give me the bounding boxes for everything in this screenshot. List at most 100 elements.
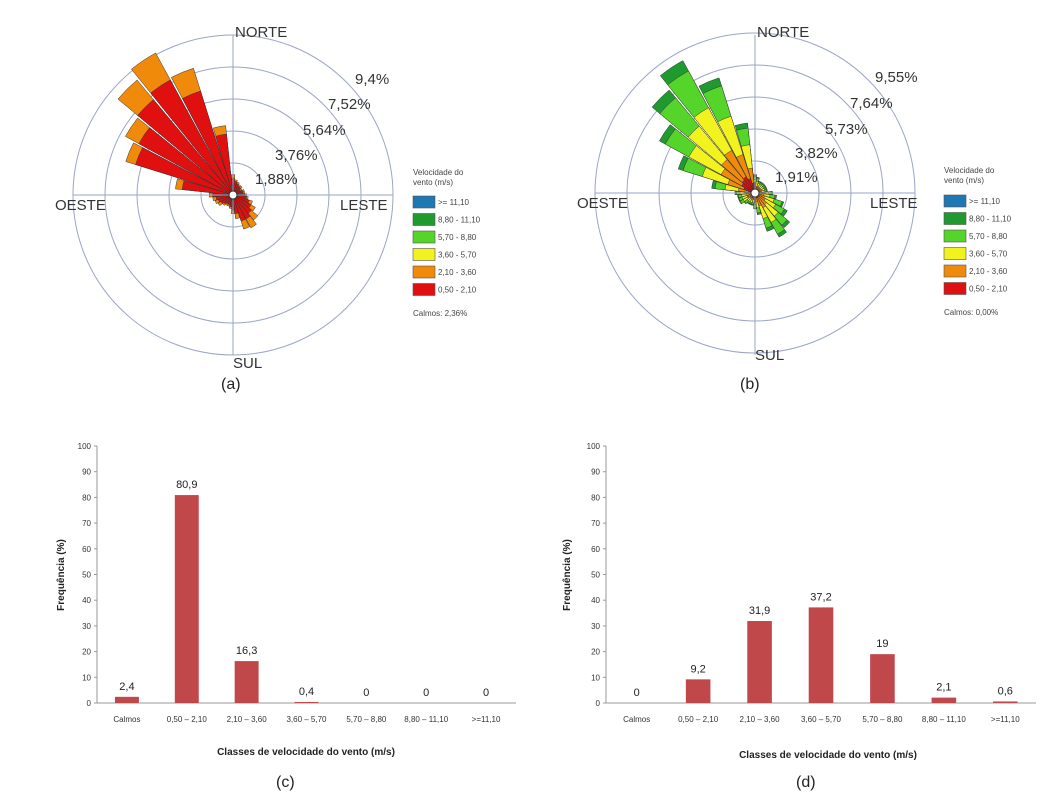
bar-d-bar-4 bbox=[870, 654, 895, 703]
bar-d-ytick-4: 40 bbox=[591, 596, 600, 605]
rose-b-west-label: OESTE bbox=[577, 195, 628, 212]
bar-d-value-label-5: 2,1 bbox=[936, 682, 951, 694]
bar-c-bar-3 bbox=[294, 701, 319, 703]
bar-c-category-3: 3,60 – 5,70 bbox=[286, 715, 327, 724]
bar-c-value-label-6: 0 bbox=[483, 687, 489, 699]
bar-d-category-5: 8,80 – 11,10 bbox=[922, 715, 966, 724]
rose-b-legend-items: >= 11,10 8,80 - 11,10 5,70 - 8,80 3,60 - 5,… bbox=[943, 194, 1012, 295]
rose-a-petal-15-band-0 bbox=[232, 194, 239, 214]
bar-c-ytick-7: 70 bbox=[82, 519, 91, 528]
rose-a-petal-12-band-0 bbox=[232, 194, 252, 214]
rose-a-south-label: SUL bbox=[233, 355, 262, 372]
rose-a-east-label: LESTE bbox=[340, 197, 388, 214]
bar-c-ytick-10: 100 bbox=[78, 442, 92, 451]
bar-d-ytick-5: 50 bbox=[591, 571, 600, 580]
bar-c-bars: 2,4 Calmos 80,9 0,50 – 2,10 16,3 2,10 – 3,60 0… bbox=[113, 479, 501, 724]
panel-a-label: (a) bbox=[221, 376, 241, 393]
bar-d-ytick-0: 0 bbox=[596, 699, 601, 708]
rose-a-petals bbox=[117, 52, 259, 230]
rose-b-petal-29-band-0 bbox=[743, 176, 756, 194]
bar-d-value-label-3: 37,2 bbox=[810, 591, 831, 603]
bar-c-category-4: 5,70 – 8,80 bbox=[346, 715, 387, 724]
rose-a-petal-28-band-0 bbox=[137, 99, 234, 196]
bar-c-value-label-0: 2,4 bbox=[119, 681, 134, 693]
bar-d-bar-2 bbox=[747, 621, 772, 703]
rose-a-legend: Velocidade do vento (m/s) >= 11,10 8,80 -… bbox=[412, 168, 481, 318]
rose-a-petal-13-band-0 bbox=[232, 194, 251, 220]
rose-a-west-label: OESTE bbox=[55, 197, 106, 214]
rose-b-center bbox=[750, 188, 760, 198]
bar-c-value-label-1: 80,9 bbox=[176, 479, 197, 491]
rose-b-legend-swatch-2 bbox=[943, 229, 967, 243]
bar-d-bar-5 bbox=[931, 697, 957, 703]
rose-b-east-label: LESTE bbox=[870, 195, 918, 212]
rose-b-legend-label-2: 5,70 - 8,80 bbox=[969, 232, 1008, 241]
rose-a-center bbox=[228, 190, 238, 200]
rose-a-legend-label-5: 0,50 - 2,10 bbox=[438, 286, 477, 295]
bar-c-ytick-0: 0 bbox=[87, 699, 92, 708]
rose-a-north-label: NORTE bbox=[235, 24, 287, 41]
bar-d-value-label-4: 19 bbox=[876, 638, 888, 650]
bar-c-category-5: 8,80 – 11,10 bbox=[404, 715, 448, 724]
rose-a-legend-swatch-0 bbox=[412, 195, 436, 209]
bar-d-bar-1 bbox=[685, 679, 711, 703]
rose-a-ring-label-3: 5,64% bbox=[303, 122, 346, 139]
rose-a-petal-26-band-0 bbox=[135, 147, 234, 196]
bar-c-ytick-4: 40 bbox=[82, 596, 91, 605]
rose-b-north-label: NORTE bbox=[757, 24, 809, 41]
bar-c-category-2: 2,10 – 3,60 bbox=[227, 715, 268, 724]
bar-c-category-0: Calmos bbox=[113, 715, 140, 724]
rose-a-legend-label-2: 5,70 - 8,80 bbox=[438, 233, 477, 242]
bar-d-value-label-2: 31,9 bbox=[749, 605, 770, 617]
rose-b-legend-label-0: >= 11,10 bbox=[969, 197, 1001, 206]
bar-d-ytick-9: 90 bbox=[591, 468, 600, 477]
rose-b-legend: Velocidade do vento (m/s) >= 11,10 8,80 -… bbox=[943, 166, 1012, 317]
rose-b-legend-swatch-1 bbox=[943, 212, 967, 225]
rose-b-ring-label-4: 7,64% bbox=[850, 95, 893, 112]
bar-chart-c: 0 10 20 30 40 50 60 70 80 90 100 2,4 Calmos 80,9 0,50… bbox=[56, 442, 516, 791]
bar-d-ytick-8: 80 bbox=[591, 493, 600, 502]
bar-d-ytick-6: 60 bbox=[591, 545, 600, 554]
bar-c-bar-1 bbox=[174, 495, 199, 703]
bar-d-category-1: 0,50 – 2,10 bbox=[678, 715, 719, 724]
rose-a-legend-label-3: 3,60 - 5,70 bbox=[438, 251, 477, 260]
bar-chart-d: 0 10 20 30 40 50 60 70 80 90 100 0 Calmos 9,2 0,50 – … bbox=[562, 442, 1036, 791]
rose-a-legend-items: >= 11,10 8,80 - 11,10 5,70 - 8,80 3,60 - 5,… bbox=[412, 195, 481, 296]
bar-c-value-label-5: 0 bbox=[423, 687, 429, 699]
rose-b-legend-label-4: 2,10 - 3,60 bbox=[969, 267, 1008, 276]
rose-b-calm-label: Calmos: 0,00% bbox=[944, 308, 998, 317]
bar-c-ylabel: Frequência (%) bbox=[56, 539, 67, 611]
bar-c-ytick-5: 50 bbox=[82, 571, 91, 580]
rose-a-legend-swatch-2 bbox=[412, 230, 436, 244]
rose-b-ring-label-2: 3,82% bbox=[795, 145, 838, 162]
bar-c-ytick-3: 30 bbox=[82, 622, 91, 631]
bar-c-value-label-3: 0,4 bbox=[299, 686, 314, 698]
bar-d-category-2: 2,10 – 3,60 bbox=[740, 715, 781, 724]
panel-c-label: (c) bbox=[276, 774, 295, 791]
panel-d-label: (d) bbox=[796, 774, 816, 791]
rose-b-petals bbox=[651, 60, 791, 238]
bar-c-value-label-2: 16,3 bbox=[236, 645, 257, 657]
bar-d-value-label-6: 0,6 bbox=[998, 685, 1013, 697]
rose-b-legend-swatch-4 bbox=[943, 264, 967, 278]
rose-b-ring-label-3: 5,73% bbox=[825, 121, 868, 138]
bar-c-bar-0 bbox=[114, 696, 139, 703]
rose-b-legend-title-2: vento (m/s) bbox=[944, 176, 984, 185]
rose-a-legend-swatch-4 bbox=[412, 265, 436, 279]
bar-c-ytick-9: 90 bbox=[82, 468, 91, 477]
rose-a-petal-27-band-0 bbox=[138, 127, 234, 196]
bar-c-axes: 0 10 20 30 40 50 60 70 80 90 100 bbox=[78, 442, 516, 708]
bar-c-ytick-2: 20 bbox=[82, 648, 91, 657]
bar-c-category-1: 0,50 – 2,10 bbox=[167, 715, 208, 724]
rose-a-legend-label-1: 8,80 - 11,10 bbox=[438, 216, 481, 225]
bar-d-ytick-3: 30 bbox=[591, 622, 600, 631]
bar-d-category-3: 3,60 – 5,70 bbox=[801, 715, 842, 724]
bar-d-category-4: 5,70 – 8,80 bbox=[862, 715, 903, 724]
bar-d-ytick-10: 100 bbox=[587, 442, 601, 451]
rose-b-ring-label-1: 1,91% bbox=[775, 169, 818, 186]
rose-b-legend-label-3: 3,60 - 5,70 bbox=[969, 250, 1008, 259]
rose-a-ring-label-2: 3,76% bbox=[275, 147, 318, 164]
rose-a-legend-title-2: vento (m/s) bbox=[413, 178, 453, 187]
bar-c-ytick-8: 80 bbox=[82, 493, 91, 502]
